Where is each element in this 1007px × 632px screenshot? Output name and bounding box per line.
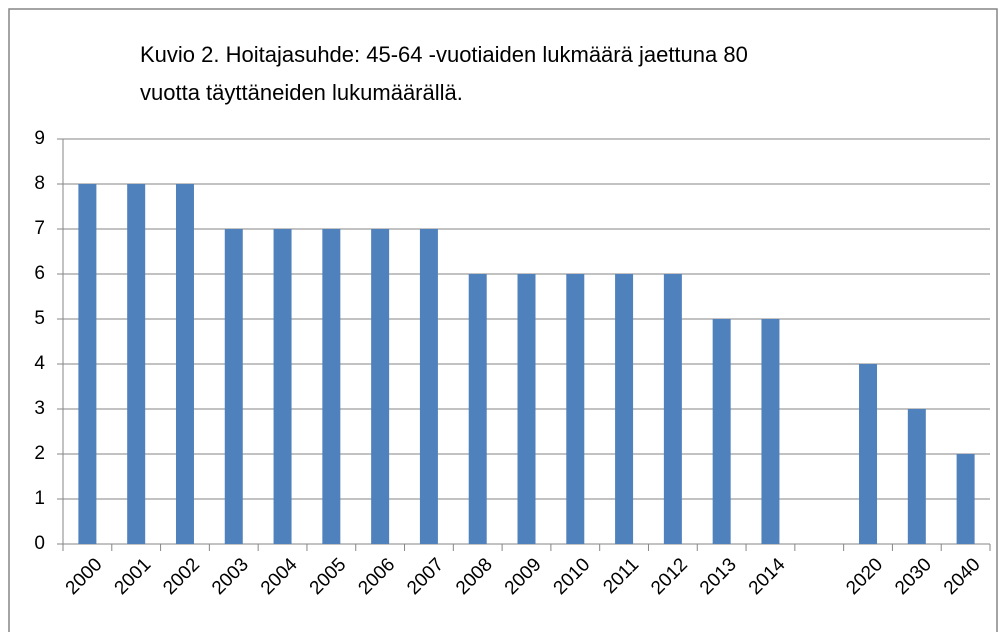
bar — [273, 229, 292, 544]
chart-title: Kuvio 2. Hoitajasuhde: 45-64 -vuotiaiden… — [140, 42, 748, 67]
bar — [859, 364, 878, 544]
chart-title: vuotta täyttäneiden lukumäärällä. — [140, 80, 463, 105]
bar — [224, 229, 243, 544]
y-tick-label: 0 — [34, 533, 45, 554]
y-tick-label: 9 — [34, 128, 45, 149]
bar — [956, 454, 975, 544]
bar — [175, 184, 194, 544]
bar — [907, 409, 926, 544]
bar — [712, 319, 731, 544]
y-tick-label: 6 — [34, 263, 45, 284]
y-tick-label: 8 — [34, 173, 45, 194]
bar — [761, 319, 780, 544]
bar — [615, 274, 634, 544]
y-tick-label: 3 — [34, 398, 45, 419]
y-tick-label: 5 — [34, 308, 45, 329]
bar — [419, 229, 438, 544]
chart-frame — [8, 8, 998, 632]
bar — [663, 274, 682, 544]
bar — [322, 229, 341, 544]
y-tick-label: 7 — [34, 218, 45, 239]
y-tick-label: 2 — [34, 443, 45, 464]
bar — [517, 274, 536, 544]
bar — [468, 274, 487, 544]
bar — [566, 274, 585, 544]
y-tick-label: 1 — [34, 488, 45, 509]
y-tick-label: 4 — [34, 353, 45, 374]
bar — [127, 184, 146, 544]
bar — [78, 184, 97, 544]
bar — [371, 229, 390, 544]
